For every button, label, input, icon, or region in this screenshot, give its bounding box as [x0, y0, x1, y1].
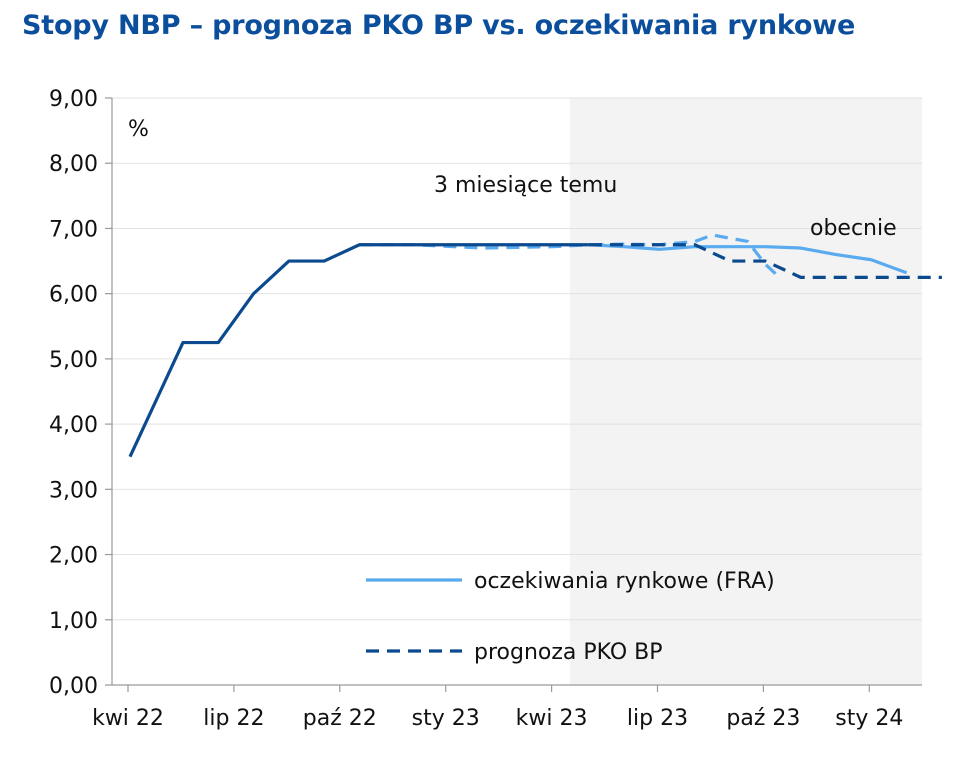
x-tick-label: paź 23 — [726, 706, 800, 731]
y-axis-unit-label: % — [128, 117, 149, 142]
series-lines — [128, 233, 942, 458]
y-tick-label: 9,00 — [49, 87, 98, 112]
y-tick-label: 1,00 — [49, 609, 98, 634]
y-tick-label: 3,00 — [49, 478, 98, 503]
y-axis-tick-labels: 0,00 1,00 2,00 3,00 4,00 5,00 6,00 7,00 8,00 9,00 — [49, 87, 98, 699]
y-tick-label: 8,00 — [49, 152, 98, 177]
x-tick-label: kwi 22 — [92, 706, 164, 731]
y-tick-label: 5,00 — [49, 348, 98, 373]
y-tick-label: 0,00 — [49, 674, 98, 699]
legend: oczekiwania rynkowe (FRA) prognoza PKO B… — [366, 569, 775, 665]
legend-label-pko-forecast: prognoza PKO BP — [474, 640, 663, 665]
x-tick-label: kwi 23 — [516, 706, 588, 731]
annotation-now: obecnie — [810, 216, 897, 241]
y-tick-label: 2,00 — [49, 544, 98, 569]
y-tick-label: 7,00 — [49, 217, 98, 242]
gridlines — [112, 97, 922, 621]
chart-title: Stopy NBP – prognoza PKO BP vs. oczekiwa… — [22, 10, 856, 41]
annotation-3-months-ago: 3 miesiące temu — [434, 173, 617, 198]
x-tick-label: lip 23 — [627, 706, 688, 731]
y-tick-label: 6,00 — [49, 283, 98, 308]
x-axis-tick-labels: kwi 22 lip 22 paź 22 sty 23 kwi 23 lip 23 paź … — [92, 706, 903, 731]
x-tick-label: sty 24 — [835, 706, 903, 731]
series-line-3 — [588, 243, 942, 279]
x-tick-label: paź 22 — [303, 706, 377, 731]
y-tick-label: 4,00 — [49, 413, 98, 438]
forecast-region-shading — [569, 98, 922, 685]
x-tick-label: lip 22 — [203, 706, 264, 731]
series-line-0 — [128, 243, 589, 458]
legend-label-fra: oczekiwania rynkowe (FRA) — [474, 569, 775, 594]
series-line-1 — [588, 243, 908, 275]
axes — [105, 97, 922, 692]
x-tick-label: sty 23 — [412, 706, 480, 731]
